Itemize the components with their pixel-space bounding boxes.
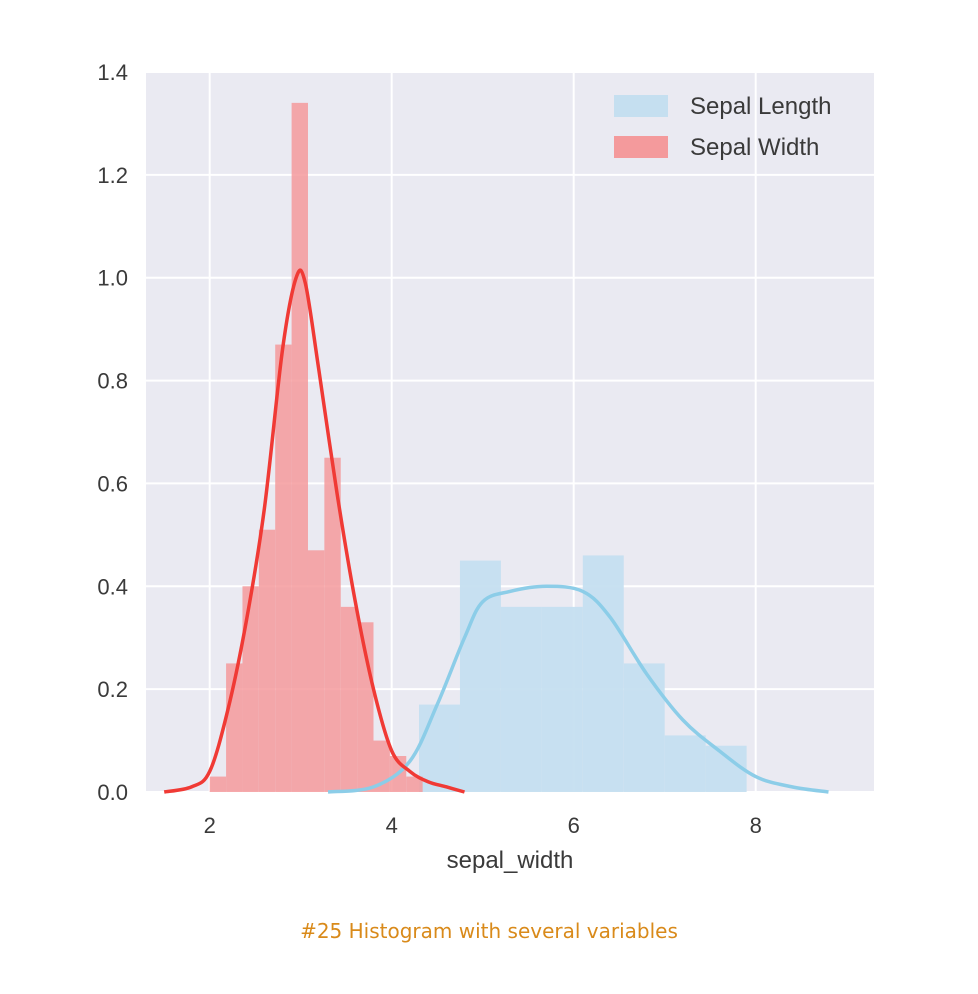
y-tick-label: 0.4 xyxy=(97,574,128,599)
legend-label-sepal-length: Sepal Length xyxy=(690,93,831,120)
figure-caption[interactable]: #25 Histogram with several variables xyxy=(300,919,678,943)
histogram-bars xyxy=(209,102,747,793)
bar-sepal-width xyxy=(258,529,276,792)
bar-sepal-width xyxy=(340,606,358,792)
kde-line-sepal-length xyxy=(327,584,829,794)
y-tick-label: 0.8 xyxy=(97,369,128,394)
y-tick-label: 1.2 xyxy=(97,163,128,188)
bar-sepal-length xyxy=(705,745,747,792)
x-tick-label: 8 xyxy=(750,813,762,838)
bar-sepal-width xyxy=(307,550,325,792)
x-tick-label: 6 xyxy=(568,813,580,838)
bar-sepal-width xyxy=(373,740,390,792)
legend-swatch-sepal-width xyxy=(614,136,668,158)
bar-sepal-length xyxy=(419,704,460,792)
y-tick-label: 0.6 xyxy=(97,471,128,496)
tick-labels: 2 4 6 8 0.0 0.2 0.4 0.6 0.8 1.0 1.2 1.4 xyxy=(97,60,761,838)
legend: Sepal Length Sepal Width xyxy=(614,93,831,161)
y-tick-label: 1.0 xyxy=(97,266,128,291)
bar-sepal-width xyxy=(275,344,292,792)
bar-sepal-length xyxy=(664,735,706,792)
bar-sepal-length xyxy=(623,663,665,792)
bar-sepal-length xyxy=(459,560,501,792)
y-tick-label: 0.0 xyxy=(97,780,128,805)
x-tick-label: 2 xyxy=(204,813,216,838)
chart: 2 4 6 8 0.0 0.2 0.4 0.6 0.8 1.0 1.2 1.4 sepal_width… xyxy=(97,60,874,874)
kde-curves xyxy=(163,268,829,794)
bar-sepal-length xyxy=(500,606,542,792)
kde-line-sepal-width xyxy=(163,268,465,794)
x-axis-label: sepal_width xyxy=(447,847,574,874)
y-tick-label: 1.4 xyxy=(97,60,128,85)
bar-sepal-length xyxy=(541,606,583,792)
legend-label-sepal-width: Sepal Width xyxy=(690,134,819,161)
y-tick-label: 0.2 xyxy=(97,677,128,702)
bar-sepal-width xyxy=(406,776,423,792)
bar-sepal-width xyxy=(291,102,308,793)
histogram-chart: 2 4 6 8 0.0 0.2 0.4 0.6 0.8 1.0 1.2 1.4 sepal_width… xyxy=(97,60,874,874)
bar-sepal-width xyxy=(242,586,259,792)
bar-sepal-width xyxy=(209,776,227,792)
legend-swatch-sepal-length xyxy=(614,95,668,117)
bar-sepal-length xyxy=(582,555,624,792)
x-tick-label: 4 xyxy=(386,813,398,838)
bar-sepal-width xyxy=(324,457,341,792)
